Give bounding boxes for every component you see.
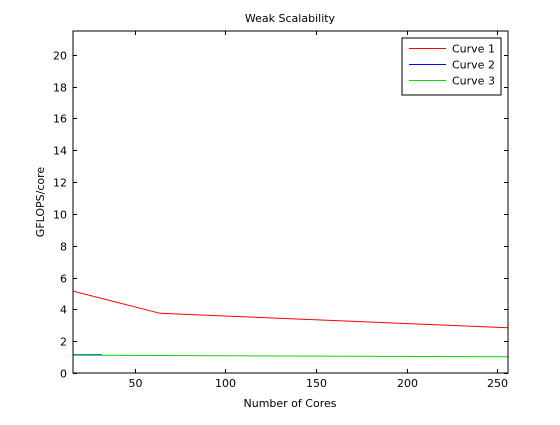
series-line-3 <box>72 354 509 358</box>
legend-label-2: Curve 2 <box>452 59 495 72</box>
x-tick-label-0: 50 <box>129 377 143 390</box>
y-axis-label: GFLOPS/core <box>34 167 47 238</box>
y-tick-label-2: 4 <box>60 304 67 317</box>
series-line-1 <box>72 290 509 329</box>
legend-label-3: Curve 3 <box>452 75 495 88</box>
y-tick-label-6: 12 <box>53 177 67 190</box>
x-tick-label-3: 200 <box>397 377 418 390</box>
legend: Curve 1 Curve 2 Curve 3 <box>401 37 502 96</box>
plot-frame <box>72 30 509 374</box>
x-axis-label: Number of Cores <box>244 397 337 410</box>
x-tick-label-2: 150 <box>306 377 327 390</box>
x-tick-label-1: 100 <box>215 377 236 390</box>
y-tick-label-4: 8 <box>60 241 67 254</box>
y-tick-label-10: 20 <box>53 50 67 63</box>
chart-title: Weak Scalability <box>245 12 336 25</box>
y-tick-label-5: 10 <box>53 209 67 222</box>
y-tick-label-1: 2 <box>60 336 67 349</box>
y-tick-label-7: 14 <box>53 145 67 158</box>
y-tick-label-0: 0 <box>60 368 67 381</box>
y-tick-label-3: 6 <box>60 273 67 286</box>
legend-box <box>401 37 502 96</box>
ticks-group: 50 100 150 200 250 0 2 4 6 8 10 12 14 16 18 20 <box>53 31 508 390</box>
y-tick-label-9: 18 <box>53 82 67 95</box>
legend-label-1: Curve 1 <box>452 43 495 56</box>
series-group <box>72 290 509 358</box>
x-tick-label-4: 250 <box>487 377 508 390</box>
y-tick-label-8: 16 <box>53 113 67 126</box>
